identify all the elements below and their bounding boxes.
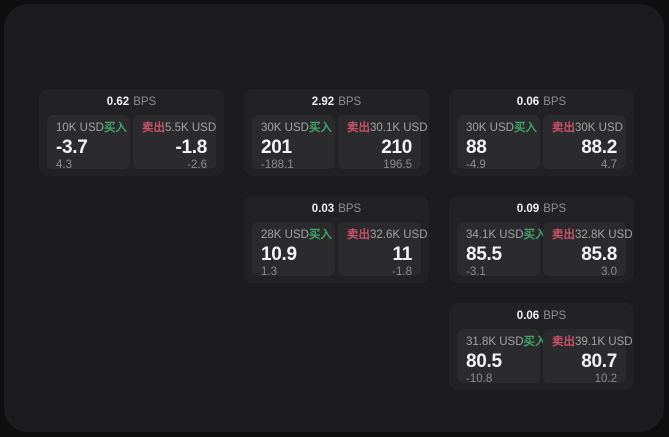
sell-delta: 4.7 [601, 159, 617, 171]
sell-price: -1.8 [175, 137, 207, 158]
spread-bps-value: 0.06 [516, 96, 540, 108]
quote-card: 2.92 BPS 30K USD 买入 201 -188.1 卖出 30.1K U… [244, 89, 429, 176]
spread-bps-value: 2.92 [311, 96, 335, 108]
buy-quote-tile[interactable]: 28K USD 买入 10.9 1.3 [252, 222, 335, 278]
spread-header: 0.03 BPS [252, 201, 421, 217]
buy-notional: 30K USD [261, 122, 309, 134]
spread-header: 0.09 BPS [457, 201, 626, 217]
sell-notional: 5.5K USD [165, 122, 217, 134]
sell-side-label: 卖出 [347, 122, 370, 134]
buy-notional: 10K USD [56, 122, 104, 134]
buy-delta: -3.1 [466, 266, 486, 278]
sell-price: 210 [381, 137, 412, 158]
buy-side-label: 买入 [308, 122, 332, 134]
quote-card: 0.06 BPS 31.8K USD 买入 80.5 -10.8 卖出 39.1K… [449, 303, 634, 390]
bps-unit-label: BPS [133, 96, 157, 108]
spread-bps-value: 0.09 [516, 203, 540, 215]
buy-delta: -188.1 [261, 159, 294, 171]
sell-price: 11 [392, 244, 413, 265]
buy-notional: 34.1K USD [466, 229, 524, 241]
sell-side-label: 卖出 [552, 122, 575, 134]
sell-delta: -2.6 [187, 159, 207, 171]
spread-header: 2.92 BPS [252, 94, 421, 110]
spread-bps-value: 0.06 [516, 310, 540, 322]
sell-notional: 30K USD [575, 122, 623, 134]
sell-notional: 30.1K USD [370, 122, 428, 134]
sell-quote-tile[interactable]: 卖出 30.1K USD 210 196.5 [338, 115, 428, 171]
sell-notional: 32.8K USD [575, 229, 633, 241]
sell-price: 80.7 [581, 351, 617, 372]
buy-side-label: 买入 [103, 122, 127, 134]
bps-unit-label: BPS [338, 96, 362, 108]
quote-card: 0.09 BPS 34.1K USD 买入 85.5 -3.1 卖出 32.8K … [449, 196, 634, 283]
quote-sides: 30K USD 买入 88 -4.9 卖出 30K USD 88.2 4.7 [457, 115, 626, 171]
buy-price: 10.9 [261, 244, 297, 265]
sell-delta: 10.2 [594, 373, 617, 385]
quote-card: 0.03 BPS 28K USD 买入 10.9 1.3 卖出 32.6K USD… [244, 196, 429, 283]
buy-delta: -10.8 [466, 373, 493, 385]
buy-notional: 31.8K USD [466, 336, 524, 348]
bps-unit-label: BPS [543, 203, 567, 215]
spread-bps-value: 0.03 [311, 203, 335, 215]
buy-quote-tile[interactable]: 30K USD 买入 88 -4.9 [457, 115, 540, 171]
sell-price: 88.2 [581, 137, 617, 158]
buy-price: 88 [466, 137, 487, 158]
quote-grid: 0.62 BPS 10K USD 买入 -3.7 4.3 卖出 5.5K USD … [39, 89, 634, 390]
buy-delta: 1.3 [261, 266, 277, 278]
sell-delta: -1.8 [392, 266, 412, 278]
buy-quote-tile[interactable]: 31.8K USD 买入 80.5 -10.8 [457, 329, 547, 385]
bps-unit-label: BPS [543, 96, 567, 108]
buy-notional: 30K USD [466, 122, 514, 134]
buy-price: -3.7 [56, 137, 88, 158]
buy-price: 201 [261, 137, 292, 158]
sell-quote-tile[interactable]: 卖出 5.5K USD -1.8 -2.6 [133, 115, 217, 171]
sell-side-label: 卖出 [142, 122, 165, 134]
buy-notional: 28K USD [261, 229, 309, 241]
sell-quote-tile[interactable]: 卖出 30K USD 88.2 4.7 [543, 115, 626, 171]
sell-delta: 196.5 [383, 159, 412, 171]
sell-side-label: 卖出 [347, 229, 370, 241]
buy-quote-tile[interactable]: 10K USD 买入 -3.7 4.3 [47, 115, 130, 171]
spread-header: 0.62 BPS [47, 94, 216, 110]
buy-side-label: 买入 [523, 336, 547, 348]
quote-sides: 30K USD 买入 201 -188.1 卖出 30.1K USD 210 1… [252, 115, 428, 171]
quote-sides: 31.8K USD 买入 80.5 -10.8 卖出 39.1K USD 80.… [457, 329, 633, 385]
quote-card: 0.62 BPS 10K USD 买入 -3.7 4.3 卖出 5.5K USD … [39, 89, 224, 176]
buy-price: 85.5 [466, 244, 502, 265]
buy-delta: 4.3 [56, 159, 72, 171]
quote-sides: 28K USD 买入 10.9 1.3 卖出 32.6K USD 11 -1.8 [252, 222, 428, 278]
buy-quote-tile[interactable]: 34.1K USD 买入 85.5 -3.1 [457, 222, 547, 278]
buy-price: 80.5 [466, 351, 502, 372]
app-panel: 0.62 BPS 10K USD 买入 -3.7 4.3 卖出 5.5K USD … [4, 4, 664, 432]
sell-side-label: 卖出 [552, 336, 575, 348]
spread-header: 0.06 BPS [457, 308, 626, 324]
bps-unit-label: BPS [338, 203, 362, 215]
sell-notional: 39.1K USD [575, 336, 633, 348]
buy-side-label: 买入 [308, 229, 332, 241]
sell-quote-tile[interactable]: 卖出 32.8K USD 85.8 3.0 [543, 222, 633, 278]
quote-sides: 34.1K USD 买入 85.5 -3.1 卖出 32.8K USD 85.8… [457, 222, 633, 278]
buy-quote-tile[interactable]: 30K USD 买入 201 -188.1 [252, 115, 335, 171]
bps-unit-label: BPS [543, 310, 567, 322]
quote-card: 0.06 BPS 30K USD 买入 88 -4.9 卖出 30K USD 88… [449, 89, 634, 176]
buy-delta: -4.9 [466, 159, 486, 171]
buy-side-label: 买入 [523, 229, 547, 241]
sell-quote-tile[interactable]: 卖出 39.1K USD 80.7 10.2 [543, 329, 633, 385]
spread-header: 0.06 BPS [457, 94, 626, 110]
quote-sides: 10K USD 买入 -3.7 4.3 卖出 5.5K USD -1.8 -2.… [47, 115, 217, 171]
sell-notional: 32.6K USD [370, 229, 428, 241]
spread-bps-value: 0.62 [106, 96, 130, 108]
sell-quote-tile[interactable]: 卖出 32.6K USD 11 -1.8 [338, 222, 428, 278]
sell-side-label: 卖出 [552, 229, 575, 241]
sell-delta: 3.0 [601, 266, 617, 278]
buy-side-label: 买入 [513, 122, 537, 134]
sell-price: 85.8 [581, 244, 617, 265]
